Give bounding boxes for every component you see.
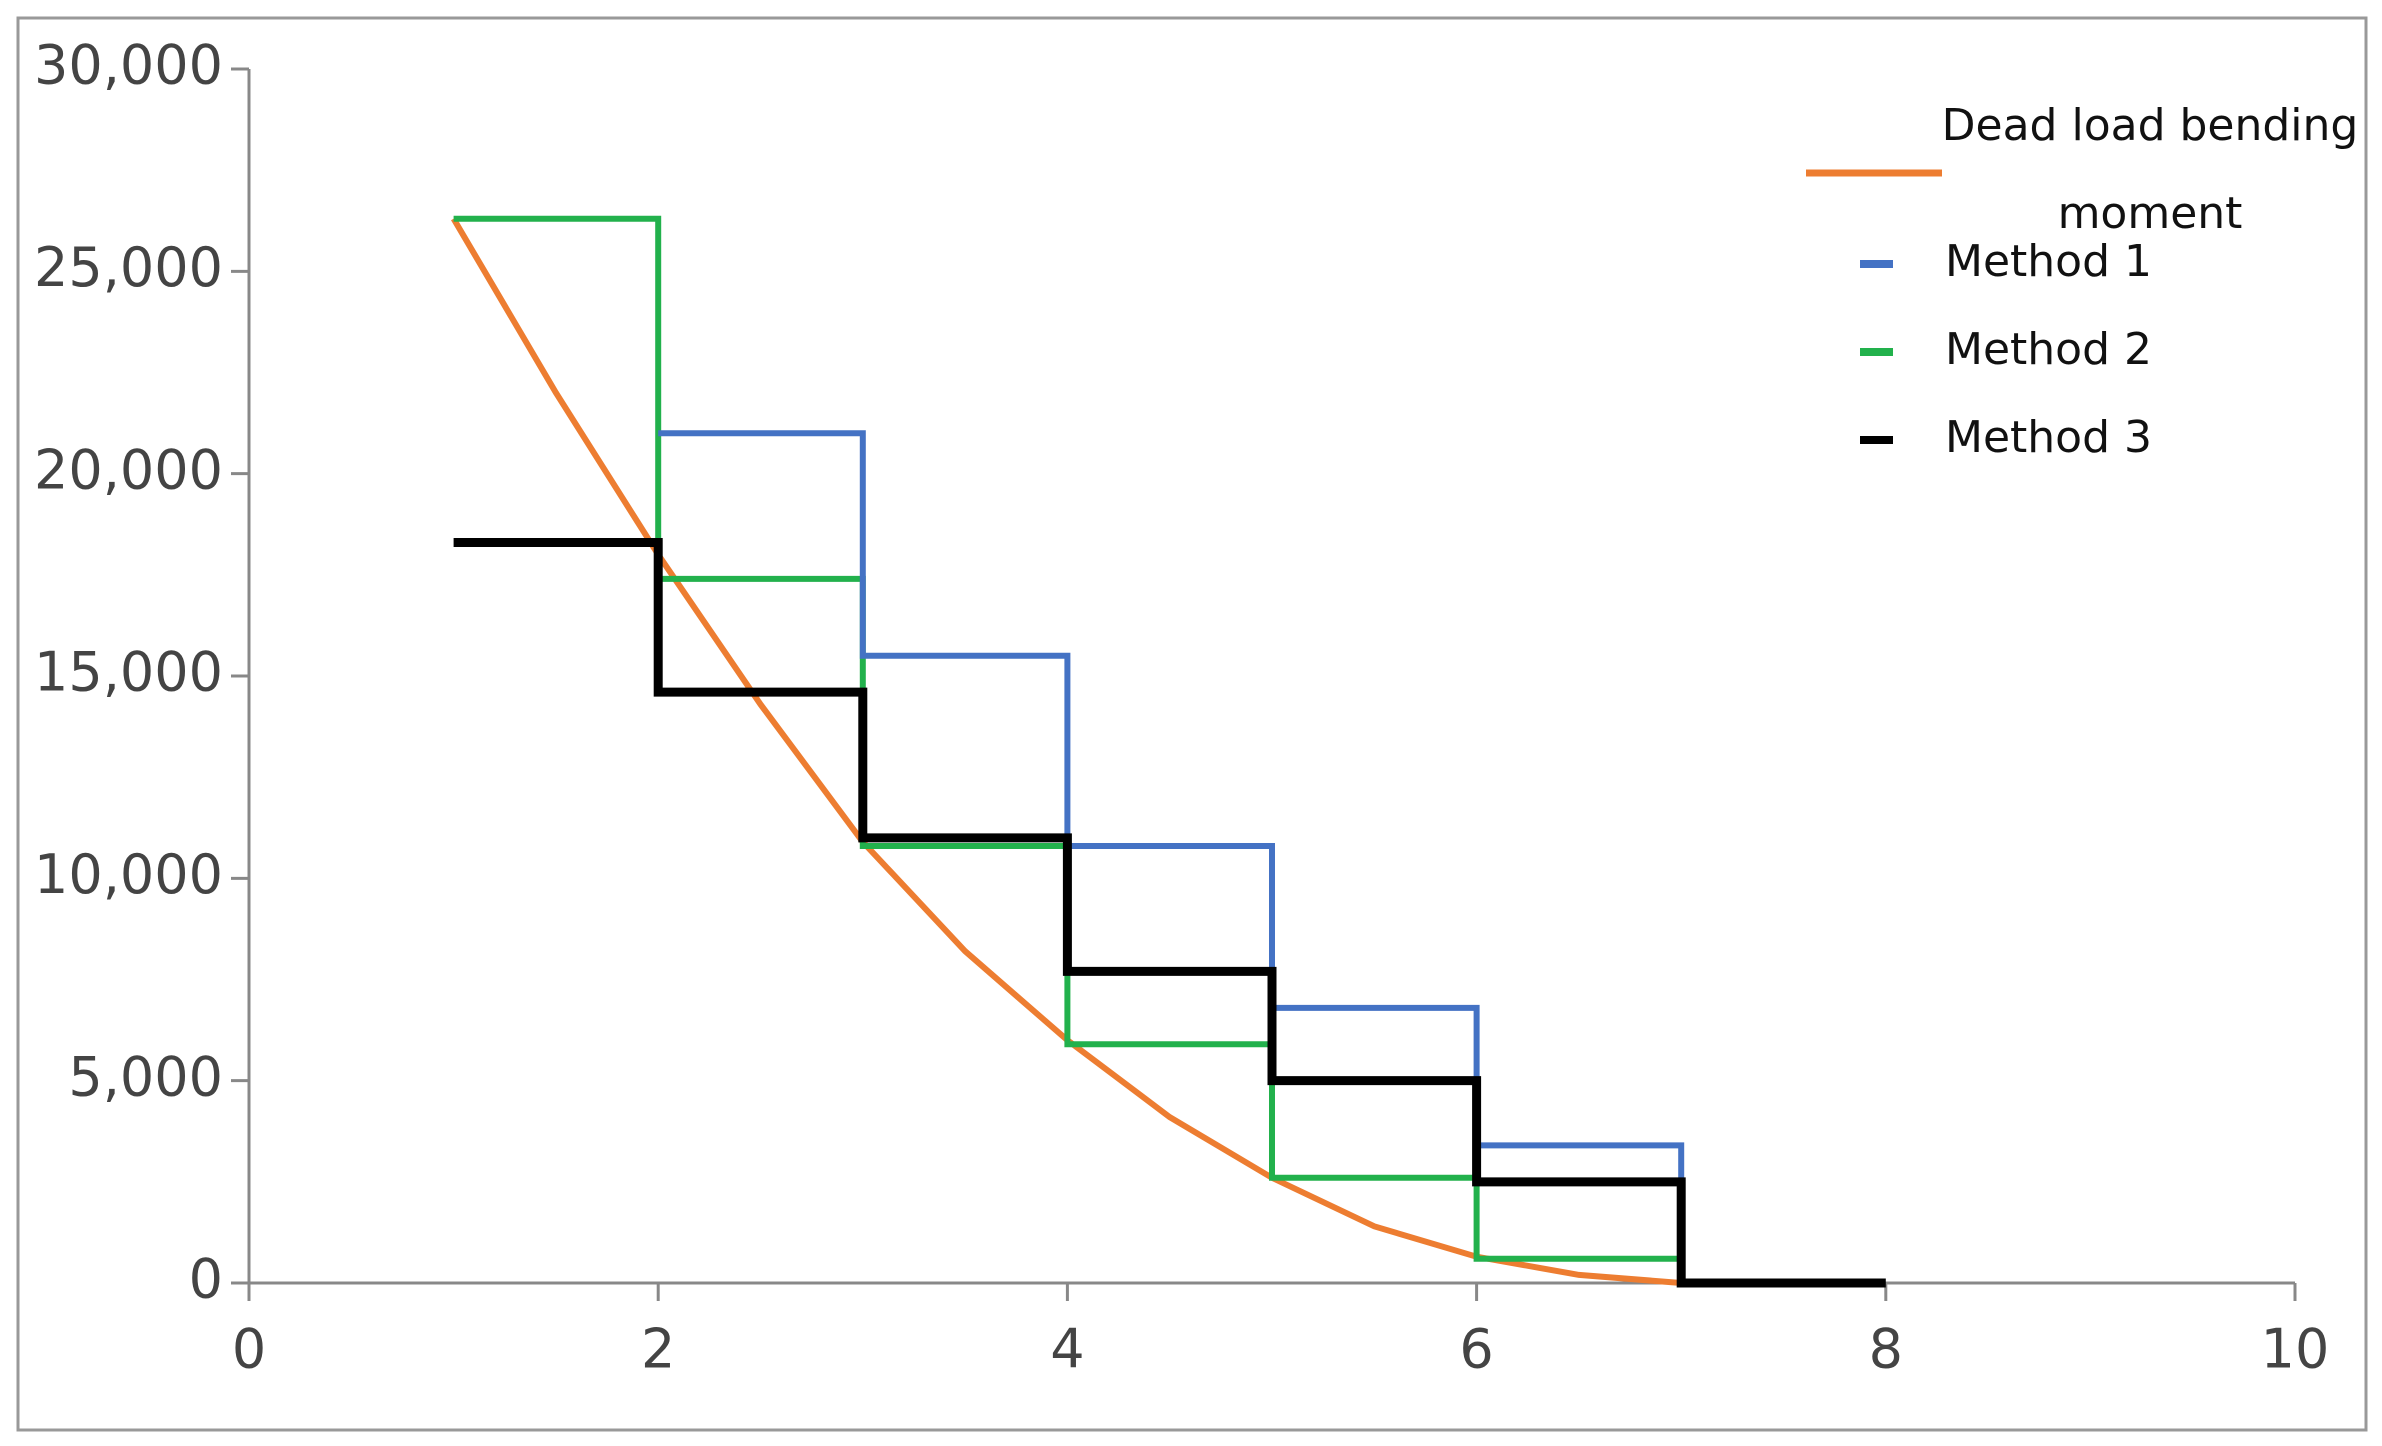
y-tick-label: 30,000 (34, 34, 223, 97)
y-tick-label: 20,000 (34, 438, 223, 501)
x-tick-label: 8 (1869, 1318, 1903, 1381)
y-tick-label: 0 (189, 1248, 223, 1311)
x-tick-label: 2 (641, 1318, 675, 1381)
legend-label: Method 3 (1945, 412, 2152, 463)
x-tick-label: 10 (2261, 1318, 2330, 1381)
x-tick-label: 0 (232, 1318, 266, 1381)
legend-label: Dead load bending moment (1941, 100, 2359, 239)
y-tick-label: 10,000 (34, 843, 223, 906)
x-tick-label: 4 (1050, 1318, 1084, 1381)
y-tick-label: 25,000 (34, 236, 223, 299)
y-tick-label: 15,000 (34, 641, 223, 704)
chart-border (16, 16, 2368, 1432)
series-line (453, 537, 1886, 1288)
series-line (658, 430, 1685, 1178)
legend-label: Method 1 (1945, 236, 2152, 287)
x-tick-label: 6 (1459, 1318, 1493, 1381)
legend-label: Method 2 (1945, 324, 2152, 375)
y-tick-label: 5,000 (68, 1045, 223, 1108)
